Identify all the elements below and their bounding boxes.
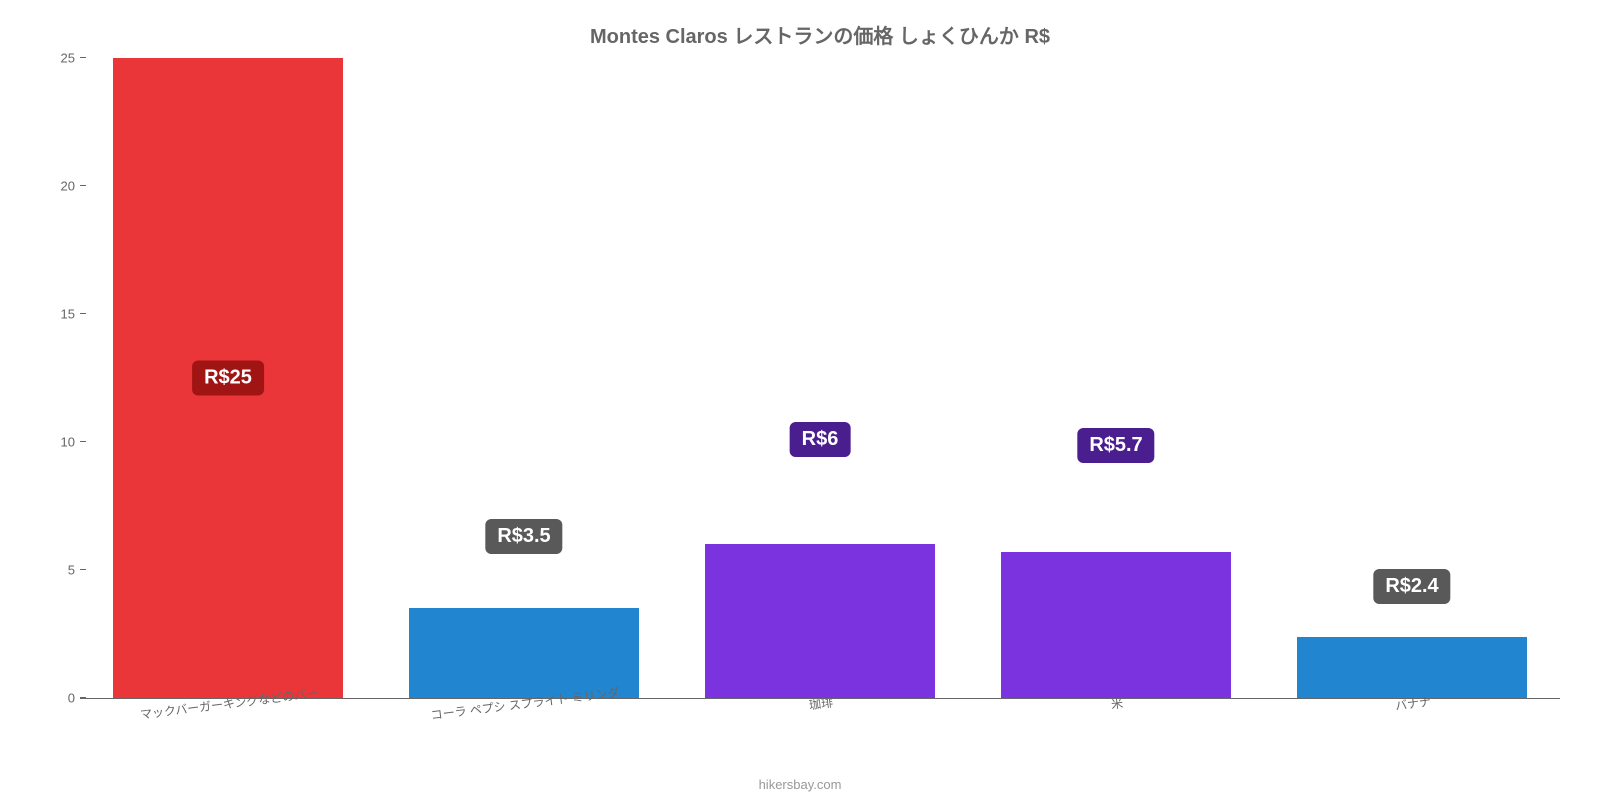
bar: R$6 [705, 544, 936, 698]
y-axis: 0510152025 [40, 59, 75, 698]
price-chart: Montes Claros レストランの価格 しょくひんか R$ 0 5 10 15 2… [0, 0, 1600, 800]
bar-value-label: R$6 [790, 422, 851, 457]
y-tick-label: 15 [40, 307, 75, 322]
bar-slot: R$5.7 [968, 59, 1264, 698]
chart-title: Montes Claros レストランの価格 しょくひんか R$ [80, 20, 1560, 49]
y-tick-label: 10 [40, 435, 75, 450]
y-tick-mark [80, 313, 86, 314]
y-tick-mark [80, 569, 86, 570]
bar-value-label: R$3.5 [485, 519, 562, 554]
bar-slot: R$2.4 [1264, 59, 1560, 698]
bar-slot: R$25 [80, 59, 376, 698]
credit-text: hikersbay.com [0, 777, 1600, 792]
bar-value-label: R$2.4 [1373, 569, 1450, 604]
bar-value-label: R$5.7 [1077, 428, 1154, 463]
y-tick-label: 25 [40, 51, 75, 66]
bar-value-label: R$25 [192, 361, 264, 396]
y-tick-label: 20 [40, 179, 75, 194]
y-tick-label: 5 [40, 563, 75, 578]
bar: R$5.7 [1001, 552, 1232, 698]
plot-area: 0510152025 R$25R$3.5R$6R$5.7R$2.4 [80, 59, 1560, 699]
bar-slot: R$3.5 [376, 59, 672, 698]
y-tick-mark [80, 57, 86, 58]
y-tick-mark [80, 185, 86, 186]
bars: R$25 R$3.5 R$6 R$5.7 R$2.4 [80, 59, 1560, 698]
bar-slot: R$6 [672, 59, 968, 698]
y-tick-mark [80, 441, 86, 442]
y-tick-label: 0 [40, 691, 75, 706]
bar: R$25 [113, 58, 344, 698]
x-axis-labels: マックバーガーキングなどのバーコーラ ペプシ スプライト ミリンダ珈琲米バナナ [80, 695, 1560, 712]
